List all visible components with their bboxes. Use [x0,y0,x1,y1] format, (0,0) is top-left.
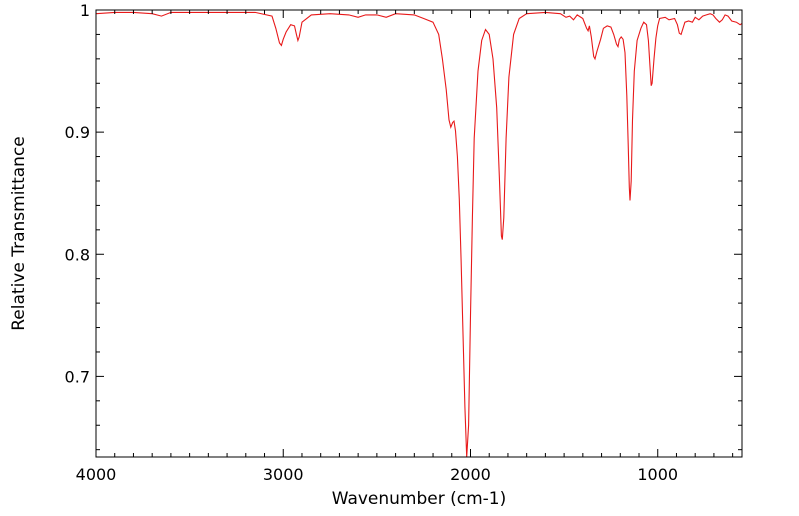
plot-frame [95,9,743,458]
y-axis-title: Relative Transmittance [9,136,29,331]
x-tick-label: 1000 [637,465,678,484]
x-tick-label: 2000 [450,465,491,484]
y-tick-label: 0.7 [65,367,90,386]
series-line-1 [95,11,743,458]
x-tick-label: 3000 [263,465,304,484]
y-tick-label: 1 [80,1,90,20]
tick-layer: 4000 3000 2000 1000 0.7 0.8 0.9 1 [65,1,742,484]
y-tick-label: 0.8 [65,245,90,264]
x-axis-title: Wavenumber (cm-1) [332,489,507,509]
y-tick-label: 0.9 [65,123,90,142]
plot-layer [95,11,743,458]
x-tick-label: 4000 [76,465,117,484]
